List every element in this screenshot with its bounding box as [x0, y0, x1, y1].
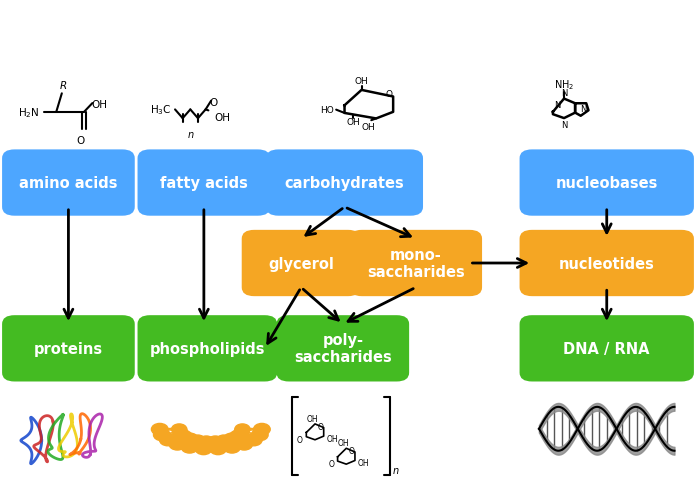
Text: OH: OH [358, 459, 369, 468]
FancyBboxPatch shape [520, 150, 694, 216]
Text: N: N [561, 121, 567, 130]
Text: N: N [580, 105, 586, 114]
Text: mono-
saccharides: mono- saccharides [367, 247, 465, 279]
Text: nucleobases: nucleobases [555, 176, 658, 191]
Circle shape [173, 427, 188, 438]
FancyBboxPatch shape [2, 150, 135, 216]
FancyBboxPatch shape [276, 316, 409, 382]
Text: OH: OH [91, 100, 107, 110]
Text: fatty acids: fatty acids [160, 176, 248, 191]
Circle shape [236, 438, 253, 450]
Text: OH: OH [307, 414, 318, 423]
Text: R: R [60, 81, 67, 91]
Circle shape [251, 429, 268, 441]
Circle shape [223, 442, 240, 453]
Circle shape [198, 436, 214, 447]
Text: OH: OH [338, 438, 349, 447]
Text: O: O [317, 422, 324, 431]
FancyBboxPatch shape [138, 316, 277, 382]
Text: n: n [187, 130, 193, 140]
Text: poly-
saccharides: poly- saccharides [294, 333, 392, 365]
Circle shape [177, 430, 192, 441]
Text: proteins: proteins [34, 341, 103, 356]
Text: O: O [297, 435, 303, 444]
FancyBboxPatch shape [242, 230, 361, 297]
Text: HO: HO [320, 106, 334, 115]
Text: N: N [561, 89, 567, 98]
Text: OH: OH [355, 77, 368, 86]
Circle shape [216, 435, 232, 446]
Circle shape [172, 424, 187, 435]
Circle shape [169, 438, 186, 450]
Text: carbohydrates: carbohydrates [285, 176, 404, 191]
Text: O: O [77, 136, 85, 146]
Circle shape [224, 433, 239, 444]
Circle shape [152, 424, 168, 435]
Text: O: O [209, 98, 217, 108]
Circle shape [190, 435, 205, 446]
Circle shape [154, 429, 170, 441]
Text: OH: OH [214, 113, 230, 122]
Circle shape [159, 434, 176, 446]
Text: $\mathregular{NH_2}$: $\mathregular{NH_2}$ [554, 78, 574, 92]
FancyBboxPatch shape [520, 316, 694, 382]
Circle shape [233, 427, 248, 438]
Text: O: O [329, 459, 334, 468]
Text: phospholipids: phospholipids [150, 341, 265, 356]
Circle shape [253, 424, 270, 435]
Circle shape [182, 433, 198, 444]
Text: n: n [393, 465, 400, 475]
Text: $\mathregular{H_3C}$: $\mathregular{H_3C}$ [150, 103, 172, 117]
Text: DNA / RNA: DNA / RNA [564, 341, 650, 356]
Circle shape [235, 424, 250, 435]
Text: O: O [386, 89, 393, 99]
Text: nucleotides: nucleotides [559, 256, 655, 271]
Circle shape [207, 436, 223, 447]
Text: $\mathregular{H_2N}$: $\mathregular{H_2N}$ [18, 106, 40, 120]
FancyBboxPatch shape [2, 316, 135, 382]
Circle shape [195, 443, 212, 455]
FancyBboxPatch shape [266, 150, 423, 216]
Text: OH: OH [326, 434, 338, 443]
FancyBboxPatch shape [520, 230, 694, 297]
Text: O: O [349, 446, 355, 455]
Text: OH: OH [347, 118, 360, 127]
Text: N: N [554, 101, 561, 110]
FancyBboxPatch shape [349, 230, 482, 297]
Text: OH: OH [362, 122, 376, 131]
Circle shape [209, 443, 226, 455]
Circle shape [246, 434, 262, 446]
Circle shape [181, 442, 198, 453]
Text: amino acids: amino acids [19, 176, 118, 191]
Circle shape [230, 430, 245, 441]
Text: glycerol: glycerol [268, 256, 334, 271]
FancyBboxPatch shape [138, 150, 270, 216]
